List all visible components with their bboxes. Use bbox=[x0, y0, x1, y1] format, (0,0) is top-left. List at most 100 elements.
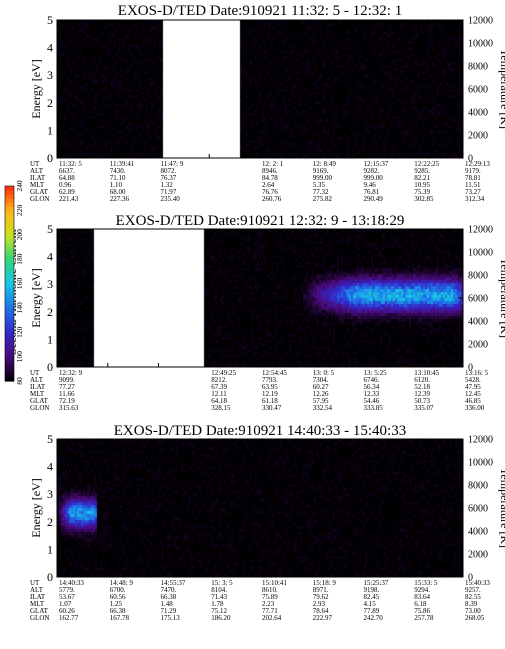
table-cell: 84.78 bbox=[262, 174, 278, 182]
colorbar-frame bbox=[4, 185, 15, 382]
energy-tick-label: 1 bbox=[47, 332, 53, 346]
table-cell: 336.00 bbox=[465, 404, 485, 412]
colorbar-segment bbox=[5, 238, 14, 244]
colorbar-segment bbox=[5, 283, 14, 289]
table-cell: 75.39 bbox=[414, 188, 430, 196]
table-cell: 6746. bbox=[364, 376, 380, 384]
table-cell: 221.43 bbox=[59, 195, 79, 203]
table-cell: 77.89 bbox=[364, 607, 380, 615]
table-cell: 312.34 bbox=[465, 195, 485, 203]
colorbar-tick-label: 120 bbox=[15, 326, 24, 338]
table-cell: 999.00 bbox=[364, 174, 384, 182]
table-cell: 1.07 bbox=[59, 600, 72, 608]
table-cell: 12:22:25 bbox=[414, 160, 439, 168]
table-cell: 78.64 bbox=[313, 607, 329, 615]
table-cell: 14:55:37 bbox=[161, 579, 186, 587]
heatmap-image bbox=[57, 229, 463, 367]
table-cell: 15:33: 5 bbox=[414, 579, 438, 587]
table-cell: 47.95 bbox=[465, 383, 481, 391]
energy-tick-label: 1 bbox=[47, 542, 53, 556]
table-cell: 2.64 bbox=[262, 181, 275, 189]
table-row-label: GLAT bbox=[30, 397, 49, 405]
table-cell: 76.37 bbox=[161, 174, 177, 182]
table-cell: 1.25 bbox=[110, 600, 123, 608]
table-cell: 63.95 bbox=[262, 383, 278, 391]
table-cell: 8610. bbox=[262, 586, 278, 594]
colorbar-segment bbox=[5, 267, 14, 272]
colorbar-segment bbox=[5, 190, 14, 195]
table-cell: 6637. bbox=[59, 167, 75, 175]
spectrogram-panel-1: EXOS-D/TED Date:910921 11:32: 5 - 12:32:… bbox=[29, 3, 505, 203]
table-cell: 328.15 bbox=[211, 404, 231, 412]
table-cell: 77.32 bbox=[313, 188, 329, 196]
table-cell: 72.19 bbox=[59, 397, 75, 405]
table-row-label: UT bbox=[30, 160, 40, 168]
colorbar-segment bbox=[5, 303, 14, 309]
table-cell: 1.48 bbox=[161, 600, 174, 608]
table-cell: 12.11 bbox=[211, 390, 227, 398]
temperature-tick-label: 6000 bbox=[468, 504, 488, 515]
colorbar-segment bbox=[5, 311, 14, 317]
table-cell: 1.10 bbox=[110, 181, 123, 189]
colorbar-tick-label: 240 bbox=[15, 180, 24, 192]
energy-tick-label: 5 bbox=[47, 432, 53, 446]
colorbar-segment bbox=[5, 328, 14, 333]
table-cell: 9169. bbox=[313, 167, 329, 175]
table-cell: 75.89 bbox=[262, 593, 278, 601]
energy-tick-label: 1 bbox=[47, 123, 53, 137]
table-cell: 9099. bbox=[59, 376, 75, 384]
energy-tick-label: 3 bbox=[47, 487, 53, 501]
colorbar-segment bbox=[5, 344, 14, 350]
table-cell: 75.86 bbox=[414, 607, 430, 615]
table-cell: 15:25:37 bbox=[364, 579, 389, 587]
table-row-label: GLON bbox=[30, 404, 49, 412]
energy-axis-label: Energy [eV] bbox=[29, 268, 43, 327]
table-row-label: GLON bbox=[30, 195, 49, 203]
colorbar-segment bbox=[5, 279, 14, 285]
colorbar-segment bbox=[5, 271, 14, 276]
temperature-axis-label: Temperature [K] bbox=[498, 468, 505, 548]
table-cell: 14:48: 9 bbox=[110, 579, 134, 587]
table-cell: 6120. bbox=[414, 376, 430, 384]
table-cell: 302.85 bbox=[414, 195, 434, 203]
table-cell: 64.88 bbox=[59, 174, 75, 182]
table-cell: 2.93 bbox=[313, 600, 326, 608]
table-cell: 12:54:45 bbox=[262, 369, 287, 377]
colorbar-segment bbox=[5, 307, 14, 313]
table-cell: 257.78 bbox=[414, 614, 434, 622]
table-cell: 75.12 bbox=[211, 607, 227, 615]
colorbar-segment bbox=[5, 287, 14, 293]
table-cell: 10.95 bbox=[414, 181, 430, 189]
table-row-label: UT bbox=[30, 369, 40, 377]
temperature-tick-label: 8000 bbox=[468, 481, 488, 492]
table-cell: 333.85 bbox=[364, 404, 384, 412]
table-cell: 60.26 bbox=[59, 607, 75, 615]
table-cell: 64.18 bbox=[211, 397, 227, 405]
energy-tick-label: 4 bbox=[47, 460, 53, 474]
table-row-label: GLAT bbox=[30, 607, 49, 615]
table-cell: 290.49 bbox=[364, 195, 384, 203]
table-row-label: ALT bbox=[30, 376, 44, 384]
table-cell: 71.97 bbox=[161, 188, 177, 196]
temperature-tick-label: 8000 bbox=[468, 62, 488, 73]
energy-tick-label: 3 bbox=[47, 68, 53, 82]
table-cell: 4.15 bbox=[364, 600, 377, 608]
table-cell: 15:18: 9 bbox=[313, 579, 337, 587]
colorbar-segment bbox=[5, 230, 14, 236]
temperature-tick-label: 12000 bbox=[468, 16, 493, 27]
table-cell: 1.78 bbox=[211, 600, 224, 608]
colorbar-segment bbox=[5, 340, 14, 346]
table-cell: 8212. bbox=[211, 376, 227, 384]
table-cell: 8104. bbox=[211, 586, 227, 594]
table-cell: 332.54 bbox=[313, 404, 333, 412]
table-cell: 5.35 bbox=[313, 181, 326, 189]
energy-tick-label: 4 bbox=[47, 41, 53, 55]
colorbar-segment bbox=[5, 275, 14, 281]
colorbar-segment bbox=[5, 186, 14, 191]
temperature-tick-label: 12000 bbox=[468, 435, 493, 446]
table-cell: 77.71 bbox=[262, 607, 278, 615]
table-cell: 68.00 bbox=[110, 188, 126, 196]
table-cell: 67.39 bbox=[211, 383, 227, 391]
table-cell: 15:10:41 bbox=[262, 579, 287, 587]
colorbar-tick-label: 220 bbox=[15, 205, 24, 217]
